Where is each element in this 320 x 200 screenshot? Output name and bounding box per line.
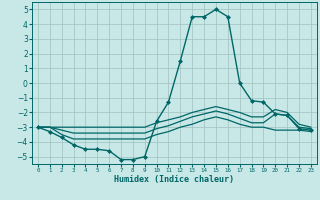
X-axis label: Humidex (Indice chaleur): Humidex (Indice chaleur) [115, 175, 234, 184]
